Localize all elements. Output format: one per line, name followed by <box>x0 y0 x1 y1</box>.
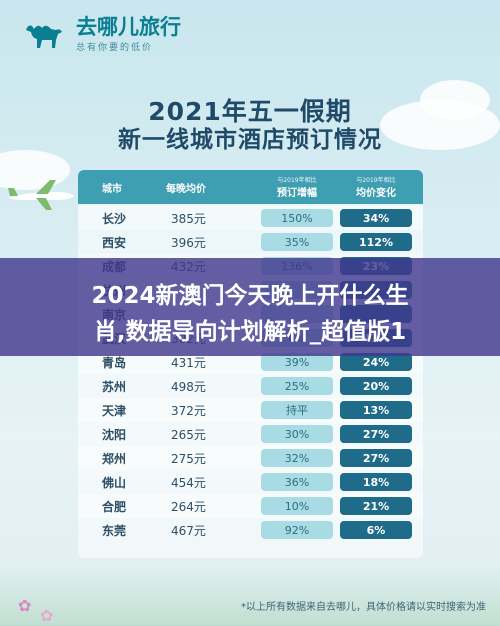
city-cell: 长沙 <box>102 211 127 226</box>
header-booking: 与2019年相比 预订增幅 <box>261 170 333 204</box>
table-header: 城市 每晚均价 与2019年相比 预订增幅 与2019年相比 均价变化 <box>78 170 423 204</box>
table-row: 沈阳 265元 30% 27% <box>78 422 423 446</box>
cloud <box>0 150 70 190</box>
booking-increase-badge: 39% <box>261 353 333 371</box>
price-cell: 396元 <box>171 235 206 250</box>
flower-icon: ✿ <box>40 606 54 625</box>
table-row: 西安 396元 35% 112% <box>78 230 423 254</box>
overlay-banner[interactable]: 2024新澳门今天晚上开什么生 肖,数据导向计划解析_超值版1 <box>0 258 500 356</box>
city-cell: 西安 <box>102 235 127 250</box>
table-row: 长沙 385元 150% 34% <box>78 206 423 230</box>
avg-change-badge: 27% <box>340 425 412 443</box>
price-cell: 372元 <box>171 403 206 418</box>
table-row: 天津 372元 持平 13% <box>78 398 423 422</box>
table-row: 东莞 467元 92% 6% <box>78 518 423 542</box>
price-cell: 467元 <box>171 523 206 538</box>
price-cell: 265元 <box>171 427 206 442</box>
avg-change-badge: 34% <box>340 209 412 227</box>
city-cell: 沈阳 <box>102 427 127 442</box>
city-cell: 天津 <box>102 403 127 418</box>
booking-increase-badge: 32% <box>261 449 333 467</box>
booking-increase-badge: 150% <box>261 209 333 227</box>
price-cell: 264元 <box>171 499 206 514</box>
header-price: 每晚均价 <box>166 183 206 195</box>
avg-change-badge: 21% <box>340 497 412 515</box>
booking-increase-badge: 持平 <box>261 401 333 419</box>
ground-decoration <box>0 566 500 626</box>
booking-increase-badge: 35% <box>261 233 333 251</box>
city-cell: 合肥 <box>102 499 127 514</box>
avg-change-badge: 6% <box>340 521 412 539</box>
header-city: 城市 <box>102 183 122 195</box>
table-row: 苏州 498元 25% 20% <box>78 374 423 398</box>
avg-change-badge: 24% <box>340 353 412 371</box>
table-body: 长沙385元150%34%西安396元35%112%成都432元136%23%杭… <box>78 206 423 542</box>
price-cell: 431元 <box>171 355 206 370</box>
booking-increase-badge: 30% <box>261 425 333 443</box>
booking-increase-badge: 25% <box>261 377 333 395</box>
city-cell: 青岛 <box>102 355 127 370</box>
brand-name: 去哪儿旅行 <box>76 15 181 39</box>
table-row: 郑州 275元 32% 27% <box>78 446 423 470</box>
avg-change-badge: 20% <box>340 377 412 395</box>
hotel-booking-table: 城市 每晚均价 与2019年相比 预订增幅 与2019年相比 均价变化 长沙 38… <box>78 170 423 558</box>
avg-change-badge: 18% <box>340 473 412 491</box>
price-cell: 385元 <box>171 211 206 226</box>
city-cell: 苏州 <box>102 379 127 394</box>
booking-increase-badge: 10% <box>261 497 333 515</box>
camel-icon <box>26 25 62 48</box>
airplane-icon <box>8 180 74 210</box>
cloud <box>420 80 490 120</box>
booking-increase-badge: 36% <box>261 473 333 491</box>
banner-line-1: 2024新澳门今天晚上开什么生 <box>91 283 409 309</box>
brand-logo: 去哪儿旅行 总有你要的低价 <box>22 16 181 53</box>
table-row: 佛山 454元 36% 18% <box>78 470 423 494</box>
brand-slogan: 总有你要的低价 <box>76 43 154 53</box>
avg-change-badge: 27% <box>340 449 412 467</box>
city-cell: 郑州 <box>102 451 127 466</box>
city-cell: 佛山 <box>102 475 127 490</box>
banner-line-2: 肖,数据导向计划解析_超值版1 <box>93 319 407 345</box>
price-cell: 454元 <box>171 475 206 490</box>
page-subtitle: 新一线城市酒店预订情况 <box>118 127 382 153</box>
header-booking-label: 预订增幅 <box>277 188 317 199</box>
header-booking-sub: 与2019年相比 <box>277 177 317 184</box>
city-cell: 东莞 <box>102 523 127 538</box>
header-avg: 与2019年相比 均价变化 <box>340 170 412 204</box>
avg-change-badge: 112% <box>340 233 412 251</box>
header-avg-label: 均价变化 <box>356 188 396 199</box>
page-title: 2021年五一假期 <box>148 97 352 126</box>
flower-icon: ✿ <box>18 596 32 615</box>
footnote: *以上所有数据来自去哪儿，具体价格请以实时搜索为准 <box>241 602 486 613</box>
header-avg-sub: 与2019年相比 <box>356 177 396 184</box>
booking-increase-badge: 92% <box>261 521 333 539</box>
price-cell: 498元 <box>171 379 206 394</box>
avg-change-badge: 13% <box>340 401 412 419</box>
price-cell: 275元 <box>171 451 206 466</box>
table-row: 合肥 264元 10% 21% <box>78 494 423 518</box>
